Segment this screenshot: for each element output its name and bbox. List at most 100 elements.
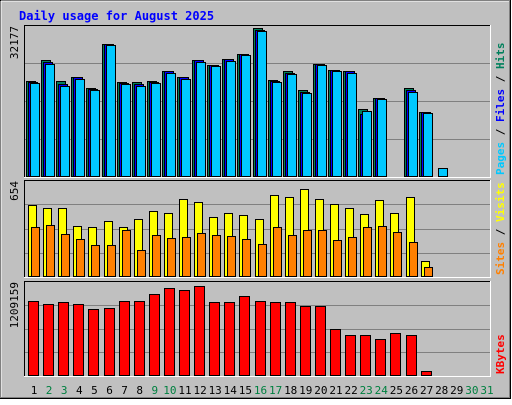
bar-sites-day-4 [76,239,85,277]
day-label-18: 18 [284,384,297,397]
bar-kbytes-day-27 [421,371,432,376]
bar-pages-day-23 [362,111,372,177]
bar-pages-day-12 [196,62,206,177]
bar-pages-day-21 [332,71,342,177]
bar-kbytes-day-1 [28,301,39,376]
bar-pages-day-19 [302,93,312,177]
bar-pages-day-1 [30,83,40,177]
bar-pages-day-5 [90,90,100,177]
series-label-separator: / [494,122,507,142]
bar-sites-day-18 [288,235,297,277]
series-sites [31,225,433,277]
day-label-14: 14 [224,384,238,397]
bar-sites-day-10 [167,238,176,277]
bar-pages-day-24 [377,99,387,177]
bar-sites-day-6 [107,245,116,277]
bar-pages-day-27 [423,113,433,177]
bar-sites-day-26 [409,242,418,277]
bar-kbytes-day-22 [345,335,356,376]
bar-sites-day-5 [91,245,100,277]
bar-pages-day-15 [241,55,251,177]
bar-pages-day-3 [60,86,70,177]
day-label-3: 3 [61,384,68,397]
series-label-pages: Pages [494,142,507,175]
bar-kbytes-day-5 [88,309,99,376]
bar-kbytes-day-2 [43,304,54,376]
bar-kbytes-day-19 [300,306,311,376]
scale-max-label: 1209159 [8,282,21,328]
bar-sites-day-13 [212,235,221,277]
bar-pages-day-8 [136,86,146,177]
bar-pages-day-28 [438,168,448,177]
bar-kbytes-day-17 [270,302,281,376]
series-label-separator: / [494,222,507,242]
day-label-24: 24 [375,384,389,397]
bar-sites-day-11 [182,237,191,277]
day-label-26: 26 [405,384,418,397]
bar-sites-day-14 [227,236,236,277]
day-label-6: 6 [106,384,113,397]
bar-pages-day-16 [257,31,267,177]
bar-sites-day-25 [393,232,402,277]
day-label-7: 7 [121,384,128,397]
day-label-11: 11 [178,384,191,397]
bar-pages-day-9 [151,83,161,177]
bar-sites-day-23 [363,227,372,277]
bar-pages-day-6 [106,45,116,177]
bar-kbytes-day-14 [224,302,235,376]
day-label-31: 31 [480,384,493,397]
bar-kbytes-day-13 [209,302,220,376]
bar-sites-day-2 [46,225,55,277]
bar-kbytes-day-15 [239,296,250,376]
bar-kbytes-day-16 [255,301,266,376]
day-label-29: 29 [450,384,463,397]
series-labels: Sites / Visits [494,182,507,275]
bar-kbytes-day-20 [315,306,326,376]
chart-panels: 32177 Pages / Files / Hits 654 Sites / Visi… [8,25,507,377]
day-axis-labels: 1 2 3 4 5 6 7 8 9 10 11 12 13 14 15 16 17 18 19 20 21 22 23 24 2… [31,384,494,397]
series-labels: Pages / Files / Hits [494,43,507,176]
series-label-files: Files [494,89,507,122]
day-label-5: 5 [91,384,98,397]
bar-pages-day-26 [408,92,418,177]
bar-sites-day-21 [333,240,342,277]
day-label-28: 28 [435,384,448,397]
series-label-visits: Visits [494,182,507,222]
bar-sites-day-9 [152,235,161,277]
bar-sites-day-3 [61,234,70,277]
bar-kbytes-day-26 [406,335,417,376]
bar-sites-day-12 [197,233,206,277]
bar-pages-day-2 [45,64,55,177]
day-label-4: 4 [76,384,83,397]
series-pages [30,31,448,177]
bar-kbytes-day-24 [375,339,386,376]
bar-sites-day-24 [378,226,387,277]
bar-sites-day-22 [348,237,357,277]
day-label-27: 27 [420,384,433,397]
day-label-12: 12 [193,384,206,397]
day-label-21: 21 [329,384,342,397]
day-label-17: 17 [269,384,282,397]
day-label-19: 19 [299,384,312,397]
day-label-16: 16 [254,384,267,397]
bar-kbytes-day-9 [149,294,160,376]
bar-sites-day-19 [303,230,312,277]
day-label-8: 8 [136,384,143,397]
bar-kbytes-day-12 [194,286,205,376]
bar-sites-day-7 [122,230,131,277]
day-label-20: 20 [314,384,327,397]
bar-kbytes-day-25 [390,333,401,376]
bar-pages-day-20 [317,65,327,177]
bar-pages-day-11 [181,79,191,177]
bar-sites-day-8 [137,250,146,277]
bar-sites-day-1 [31,227,40,277]
bar-pages-day-18 [287,74,297,177]
day-label-22: 22 [344,384,357,397]
bar-sites-day-27 [424,267,433,277]
bar-pages-day-13 [211,66,221,177]
series-label-kbytes: KBytes [494,334,507,374]
day-label-23: 23 [360,384,373,397]
day-label-2: 2 [46,384,53,397]
bar-sites-day-17 [273,227,282,277]
